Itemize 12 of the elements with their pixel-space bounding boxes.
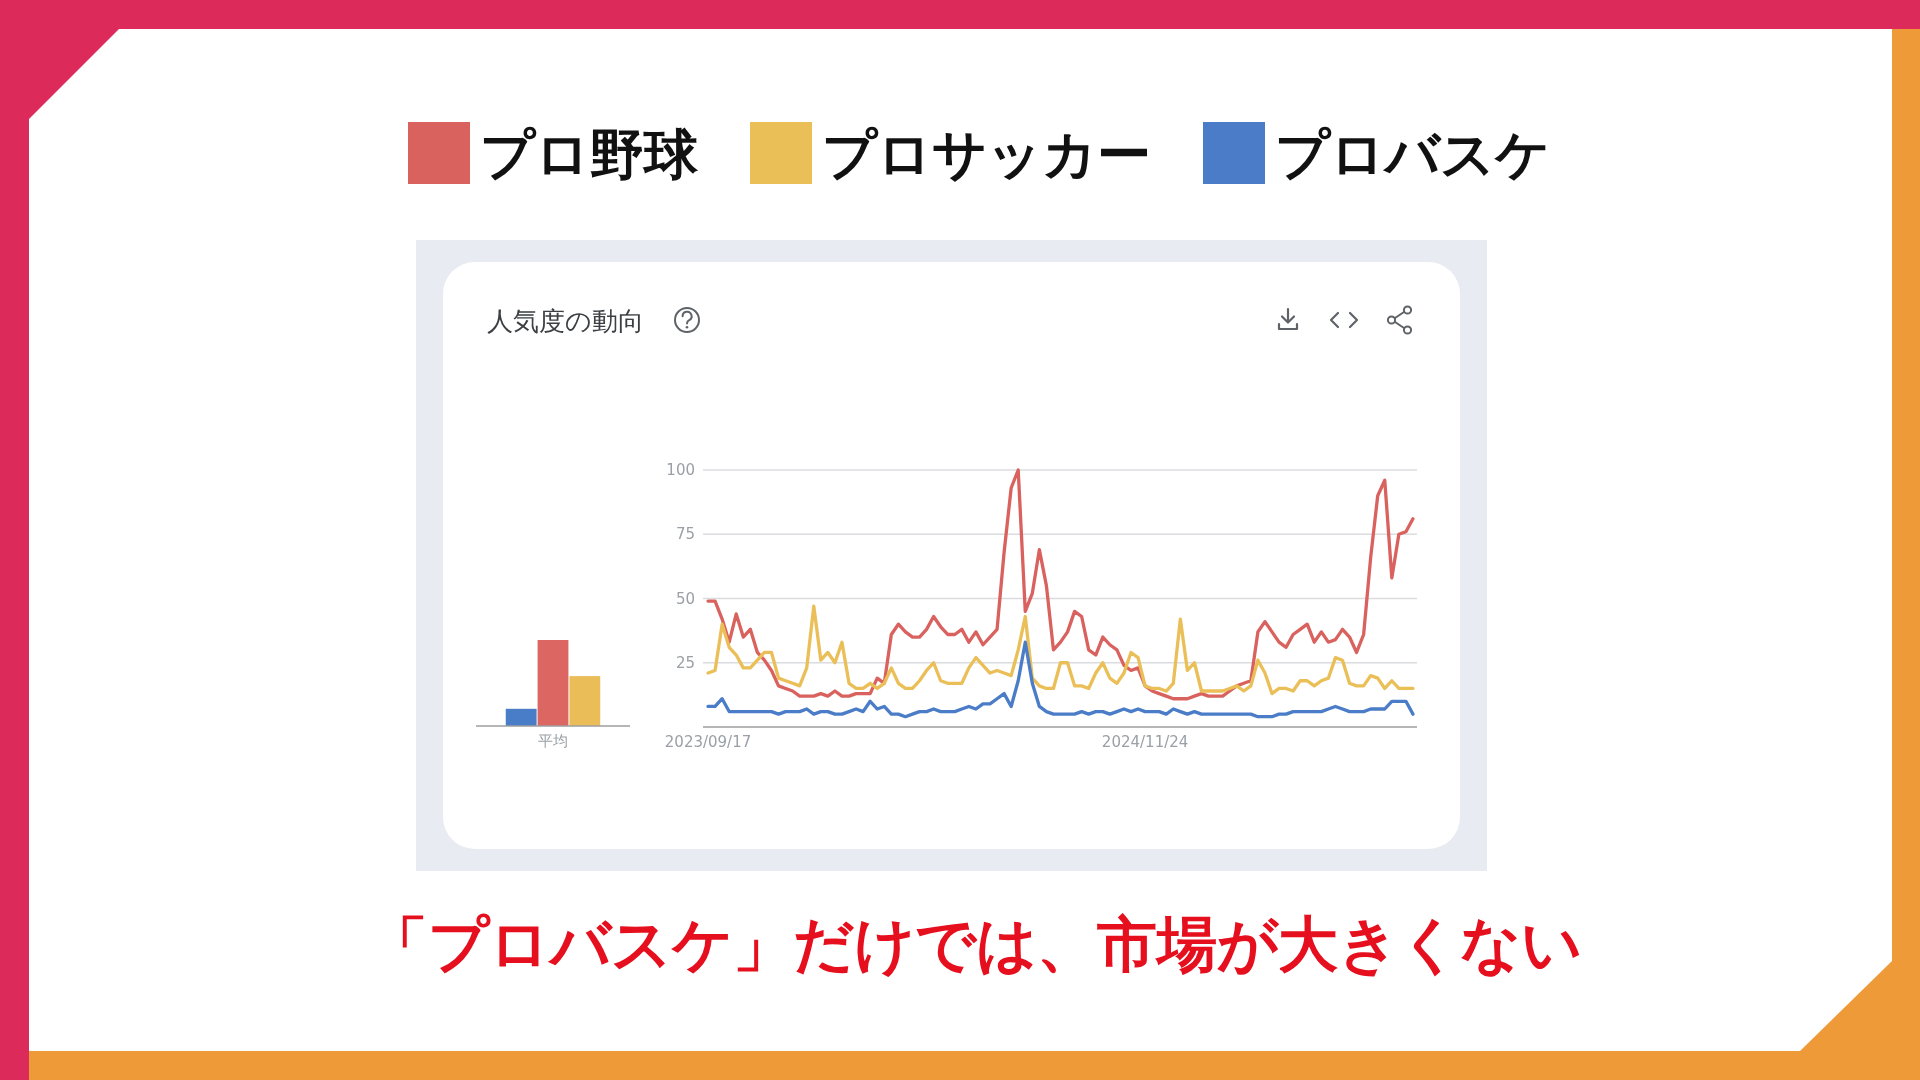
y-tick-label: 25 — [675, 653, 695, 672]
legend-label: プロサッカー — [822, 123, 1151, 186]
x-tick-label: 2023/09/17 — [664, 733, 752, 751]
x-tick-label: 2024/11/24 — [1101, 733, 1189, 751]
legend-label: プロ野球 — [480, 123, 698, 186]
legend-label: プロバスケ — [1275, 123, 1550, 186]
title: 人気度の動向 — [487, 306, 644, 336]
y-tick-label: 75 — [675, 525, 695, 544]
y-tick-label: 100 — [666, 461, 695, 479]
x-tick-label: 平均 — [538, 732, 568, 750]
annotation: 「プロバスケ」だけでは、市場が大きくない — [368, 909, 1582, 979]
y-tick-label: 50 — [675, 589, 695, 608]
